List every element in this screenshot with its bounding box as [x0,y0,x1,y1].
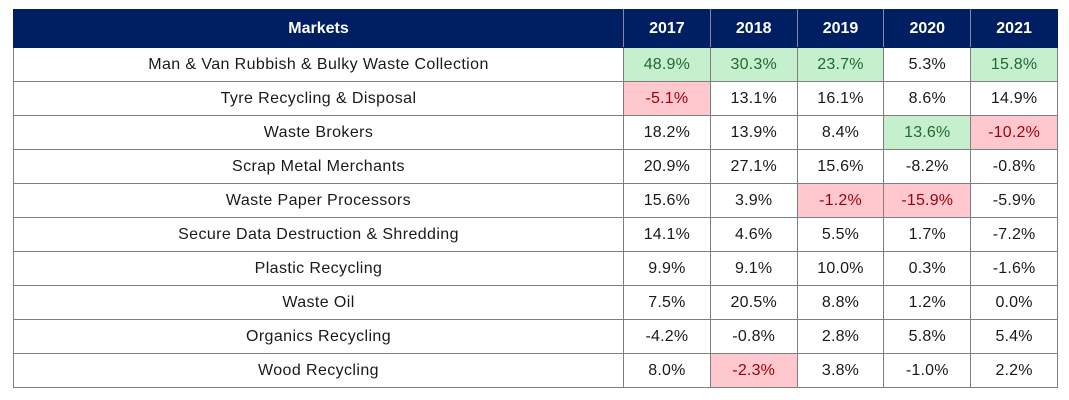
value-cell-2021: -7.2% [970,217,1058,252]
value-cell-2020: -1.0% [883,353,972,388]
value-cell-2021: -0.8% [970,149,1058,184]
value-cell-2020: 8.6% [883,81,972,116]
value-cell-2019: 23.7% [796,47,885,82]
table-body: Man & Van Rubbish & Bulky Waste Collecti… [13,47,1058,388]
value-cell-2017: 9.9% [623,251,711,286]
value-cell-2020: -15.9% [883,183,972,218]
header-row: Markets 2017 2018 2019 2020 2021 [13,9,1058,48]
value-cell-2017: -5.1% [623,81,711,116]
value-cell-2019: 16.1% [796,81,885,116]
table-row: Wood Recycling 8.0% -2.3% 3.8% -1.0% 2.2% [13,353,1058,388]
table-row: Plastic Recycling 9.9% 9.1% 10.0% 0.3% -1.6% [13,251,1058,286]
value-cell-2019: 15.6% [796,149,885,184]
value-cell-2021: 15.8% [970,47,1058,82]
value-cell-2017: 14.1% [623,217,711,252]
market-name-cell: Waste Paper Processors [13,183,624,218]
value-cell-2017: 7.5% [623,285,711,320]
table-row: Waste Oil 7.5% 20.5% 8.8% 1.2% 0.0% [13,285,1058,320]
value-cell-2020: 13.6% [883,115,972,150]
value-cell-2019: 8.8% [796,285,885,320]
value-cell-2021: 5.4% [970,319,1058,354]
market-name-cell: Waste Brokers [13,115,624,150]
market-name-cell: Tyre Recycling & Disposal [13,81,624,116]
market-name-cell: Plastic Recycling [13,251,624,286]
column-header-2018: 2018 [709,9,798,48]
value-cell-2021: -5.9% [970,183,1058,218]
market-name-cell: Scrap Metal Merchants [13,149,624,184]
market-name-cell: Wood Recycling [13,353,624,388]
value-cell-2018: 13.9% [709,115,798,150]
value-cell-2019: 5.5% [796,217,885,252]
value-cell-2020: 1.2% [883,285,972,320]
value-cell-2019: 2.8% [796,319,885,354]
value-cell-2018: 30.3% [709,47,798,82]
value-cell-2018: -0.8% [709,319,798,354]
table-row: Man & Van Rubbish & Bulky Waste Collecti… [13,47,1058,82]
market-name-cell: Waste Oil [13,285,624,320]
value-cell-2018: 4.6% [709,217,798,252]
column-header-2017: 2017 [623,9,711,48]
value-cell-2018: 3.9% [709,183,798,218]
column-header-markets: Markets [13,9,624,48]
value-cell-2020: 5.8% [883,319,972,354]
value-cell-2018: 9.1% [709,251,798,286]
table-row: Secure Data Destruction & Shredding 14.1%… [13,217,1058,252]
value-cell-2018: -2.3% [709,353,798,388]
table-row: Waste Paper Processors 15.6% 3.9% -1.2% -15.… [13,183,1058,218]
value-cell-2018: 13.1% [709,81,798,116]
table-row: Waste Brokers 18.2% 13.9% 8.4% 13.6% -10.2% [13,115,1058,150]
value-cell-2018: 27.1% [709,149,798,184]
value-cell-2020: 1.7% [883,217,972,252]
value-cell-2019: -1.2% [796,183,885,218]
column-header-2021: 2021 [970,9,1058,48]
value-cell-2020: -8.2% [883,149,972,184]
value-cell-2017: 15.6% [623,183,711,218]
table-row: Tyre Recycling & Disposal -5.1% 13.1% 16.1%… [13,81,1058,116]
value-cell-2019: 10.0% [796,251,885,286]
market-name-cell: Secure Data Destruction & Shredding [13,217,624,252]
market-name-cell: Organics Recycling [13,319,624,354]
table-row: Organics Recycling -4.2% -0.8% 2.8% 5.8% 5.4% [13,319,1058,354]
value-cell-2021: 2.2% [970,353,1058,388]
value-cell-2021: -10.2% [970,115,1058,150]
value-cell-2017: 8.0% [623,353,711,388]
value-cell-2017: -4.2% [623,319,711,354]
value-cell-2021: -1.6% [970,251,1058,286]
value-cell-2021: 14.9% [970,81,1058,116]
value-cell-2019: 3.8% [796,353,885,388]
value-cell-2021: 0.0% [970,285,1058,320]
value-cell-2018: 20.5% [709,285,798,320]
value-cell-2020: 5.3% [883,47,972,82]
value-cell-2019: 8.4% [796,115,885,150]
value-cell-2017: 18.2% [623,115,711,150]
market-name-cell: Man & Van Rubbish & Bulky Waste Collecti… [13,47,624,82]
column-header-2020: 2020 [883,9,972,48]
value-cell-2017: 20.9% [623,149,711,184]
value-cell-2017: 48.9% [623,47,711,82]
value-cell-2020: 0.3% [883,251,972,286]
column-header-2019: 2019 [796,9,885,48]
markets-growth-table: Markets 2017 2018 2019 2020 2021 Man & V… [13,9,1058,388]
table-row: Scrap Metal Merchants 20.9% 27.1% 15.6% -8.2… [13,149,1058,184]
